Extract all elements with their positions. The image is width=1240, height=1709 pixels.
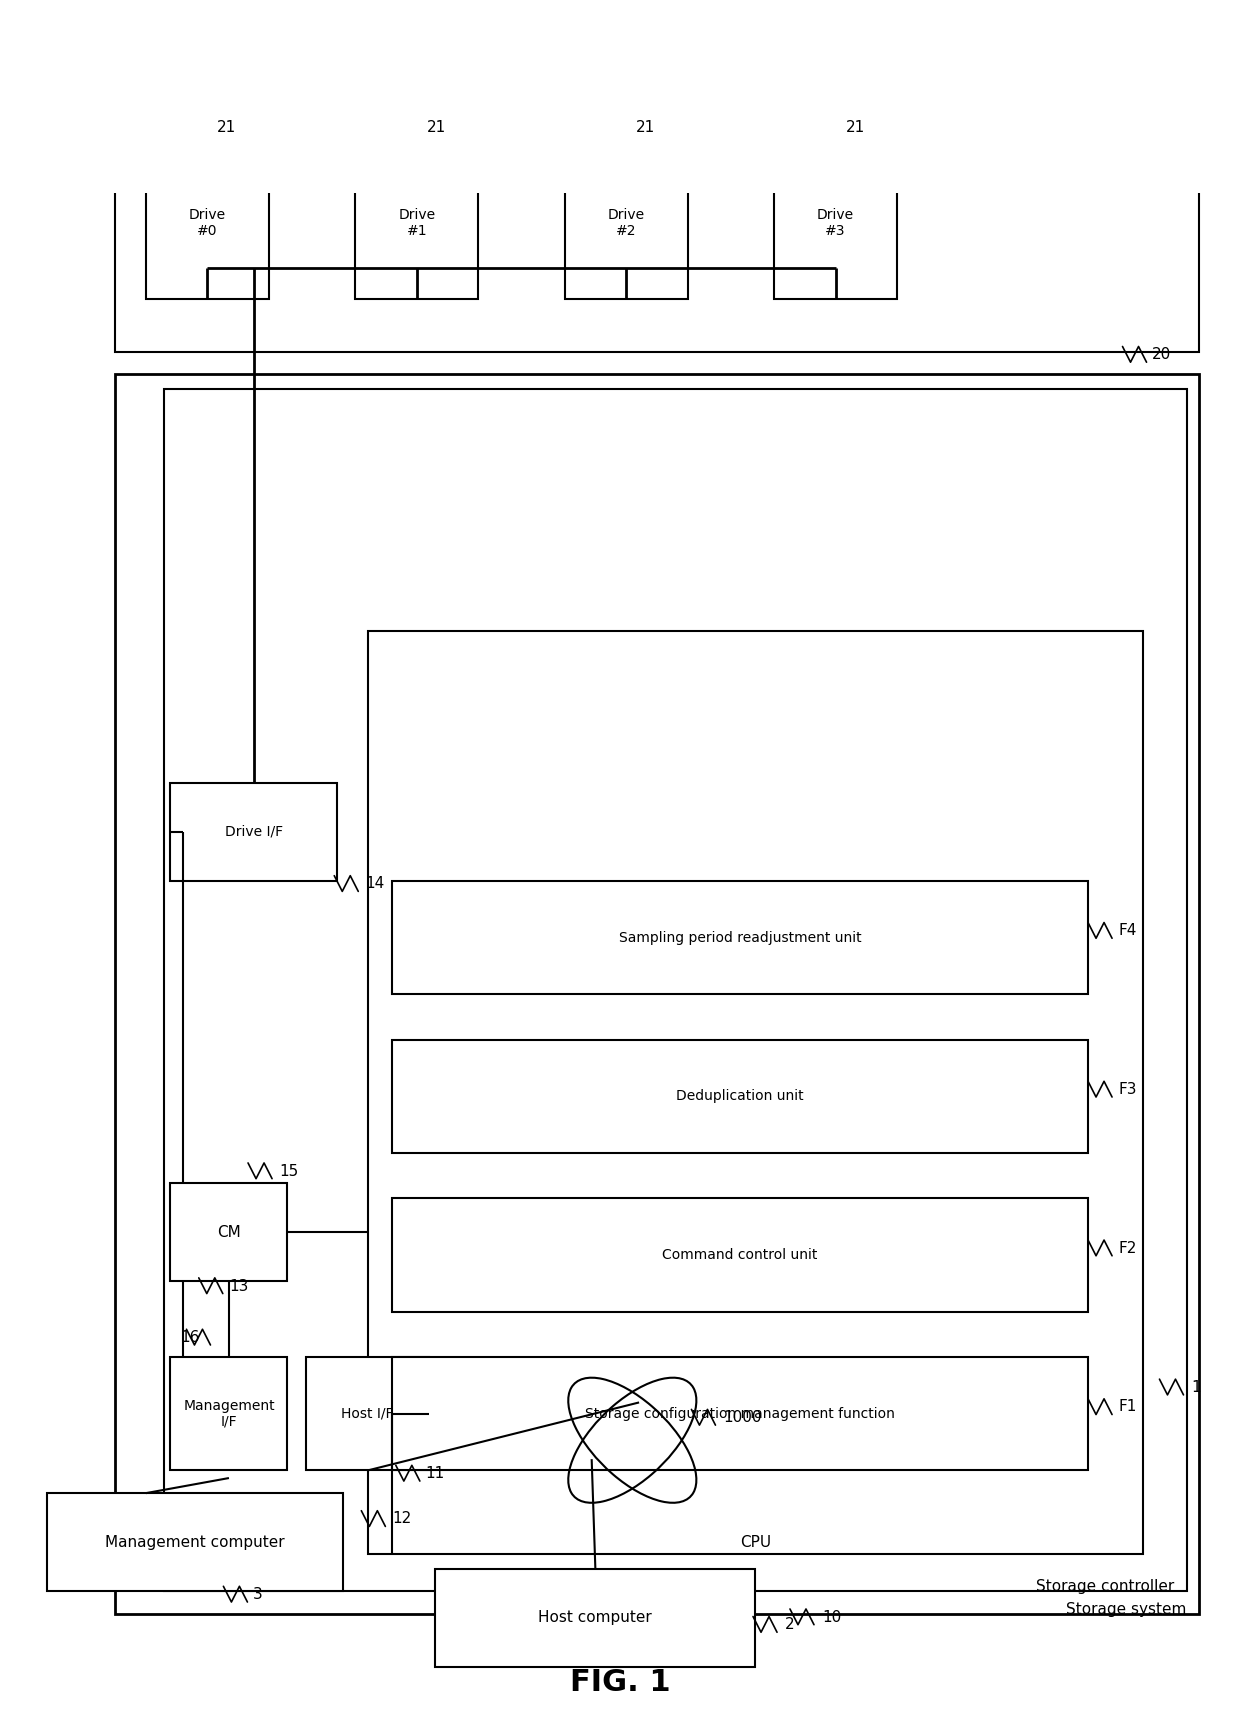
Bar — [170, 783, 337, 880]
Text: 21: 21 — [427, 120, 446, 135]
Text: Storage system: Storage system — [1066, 1601, 1187, 1617]
Bar — [435, 1569, 755, 1666]
Text: Host computer: Host computer — [538, 1610, 652, 1625]
Text: 21: 21 — [217, 120, 237, 135]
Text: 3: 3 — [253, 1588, 263, 1601]
Text: F3: F3 — [1118, 1082, 1137, 1097]
Text: Drive I/F: Drive I/F — [224, 825, 283, 839]
Text: Drive
#3: Drive #3 — [817, 208, 854, 238]
Text: 1000: 1000 — [723, 1410, 761, 1425]
Bar — [146, 147, 269, 299]
Text: 10: 10 — [822, 1610, 841, 1625]
Bar — [392, 1198, 1087, 1313]
Bar — [306, 1357, 429, 1470]
Text: 2: 2 — [785, 1617, 795, 1632]
Bar — [564, 147, 688, 299]
Text: F1: F1 — [1118, 1400, 1137, 1415]
Text: Command control unit: Command control unit — [662, 1248, 817, 1261]
Bar — [115, 0, 1199, 352]
Text: 21: 21 — [636, 120, 655, 135]
Text: FIG. 1: FIG. 1 — [569, 1668, 671, 1697]
Text: 13: 13 — [229, 1278, 249, 1294]
Text: 15: 15 — [279, 1164, 298, 1179]
Text: Storage configuration management function: Storage configuration management functio… — [585, 1407, 895, 1420]
Text: Drive
#1: Drive #1 — [398, 208, 435, 238]
Text: Host I/F: Host I/F — [341, 1407, 394, 1420]
Text: 20: 20 — [1152, 347, 1172, 362]
Text: 16: 16 — [180, 1330, 200, 1345]
Text: 21: 21 — [846, 120, 864, 135]
Text: Management computer: Management computer — [105, 1535, 285, 1550]
Bar — [367, 631, 1143, 1553]
Text: Drive
#2: Drive #2 — [608, 208, 645, 238]
Text: CM: CM — [217, 1225, 241, 1239]
Text: 14: 14 — [365, 877, 384, 892]
Text: Drive
#0: Drive #0 — [188, 208, 226, 238]
Text: Management
I/F: Management I/F — [184, 1398, 275, 1429]
Text: CPU: CPU — [740, 1535, 771, 1550]
Text: 12: 12 — [392, 1511, 412, 1526]
Text: F2: F2 — [1118, 1241, 1137, 1256]
Text: Storage controller: Storage controller — [1035, 1579, 1174, 1594]
Bar — [392, 880, 1087, 995]
Bar — [170, 1357, 288, 1470]
Bar — [392, 1039, 1087, 1154]
Bar — [774, 147, 897, 299]
Text: Sampling period readjustment unit: Sampling period readjustment unit — [619, 930, 862, 945]
Text: Deduplication unit: Deduplication unit — [676, 1089, 804, 1104]
Bar — [392, 1357, 1087, 1470]
Text: 11: 11 — [425, 1466, 445, 1482]
Bar — [47, 1494, 343, 1591]
Bar — [355, 147, 479, 299]
Text: 1: 1 — [1192, 1379, 1202, 1395]
Bar — [170, 1183, 288, 1282]
Bar — [115, 374, 1199, 1613]
Bar — [164, 390, 1187, 1591]
Text: F4: F4 — [1118, 923, 1137, 938]
